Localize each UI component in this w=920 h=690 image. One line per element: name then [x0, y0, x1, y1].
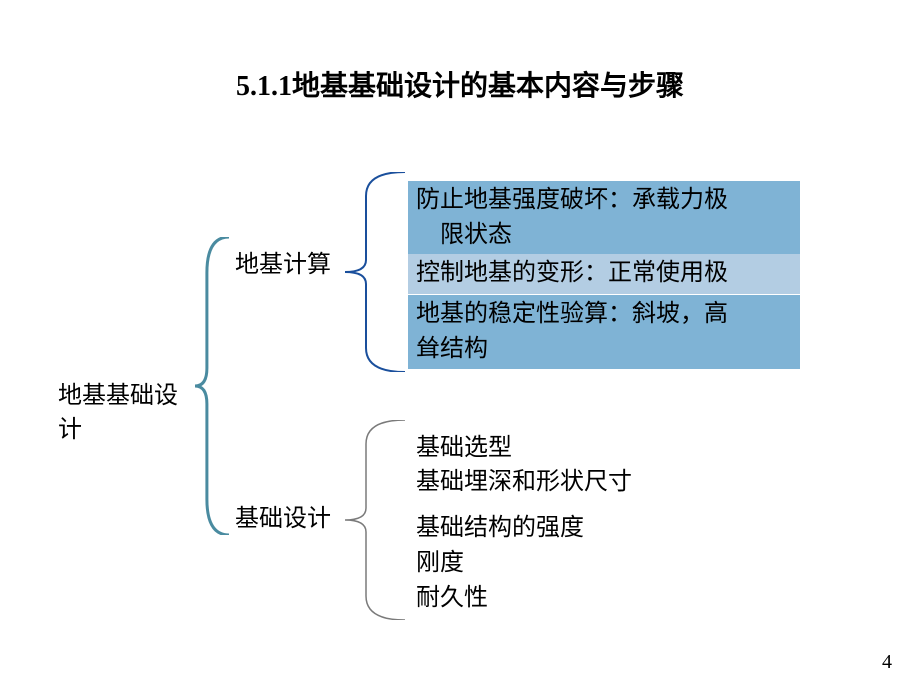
- branch1-box-2: 地基的稳定性验算：斜坡，高耸结构: [408, 295, 800, 369]
- bracket-branch1: [345, 172, 405, 372]
- branch2-label: 基础设计: [235, 498, 331, 533]
- branch1-box-1: 控制地基的变形：正常使用极限状态: [408, 254, 800, 294]
- branch1-label: 地基计算: [235, 244, 331, 279]
- branch2-item-1: 基础埋深和形状尺寸: [416, 464, 632, 500]
- branch1-box-0: 防止地基强度破坏：承载力极 限状态: [408, 181, 800, 255]
- branch2-item-4: 耐久性: [416, 580, 488, 616]
- bracket-main: [195, 237, 229, 535]
- branch2-item-0: 基础选型: [416, 430, 512, 466]
- slide-title: 5.1.1地基基础设计的基本内容与步骤: [0, 64, 920, 104]
- bracket-branch2: [345, 420, 405, 620]
- page-number: 4: [882, 651, 892, 674]
- branch2-item-2: 基础结构的强度: [416, 510, 584, 546]
- root-node: 地基基础设计: [58, 380, 178, 447]
- branch2-item-3: 刚度: [416, 545, 464, 581]
